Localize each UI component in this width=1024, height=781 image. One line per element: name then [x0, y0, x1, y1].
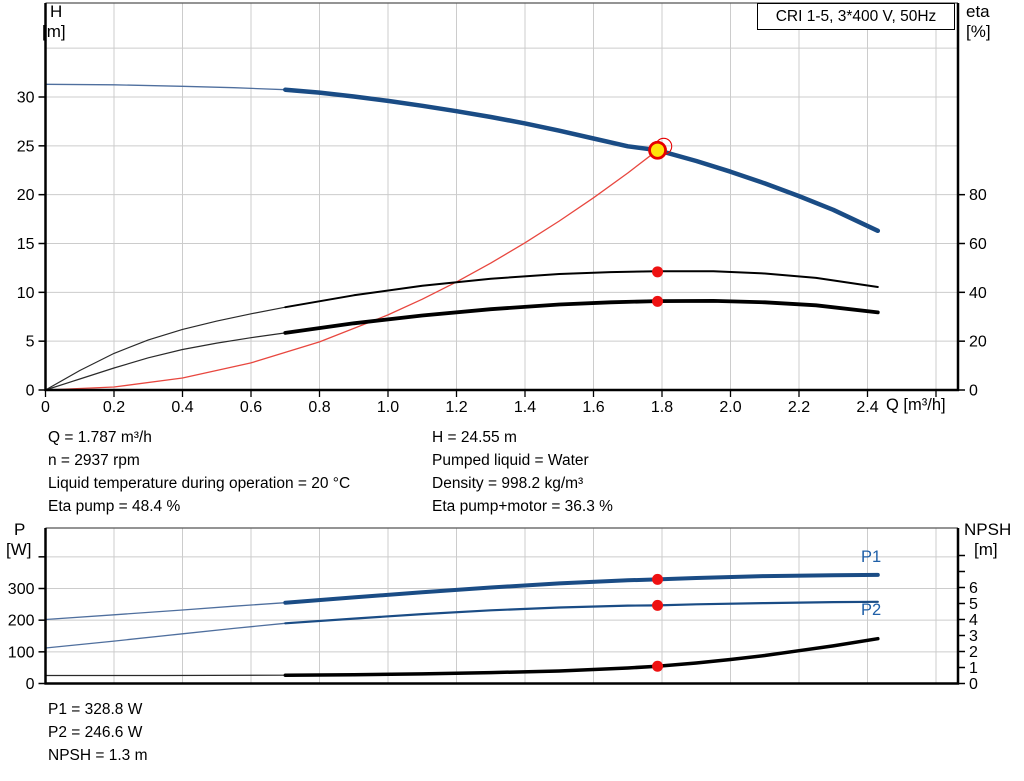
right-tick-label: 1 [969, 660, 978, 677]
info-density: Density = 998.2 kg/m³ [432, 475, 584, 492]
left-tick-label: 10 [17, 285, 35, 302]
curve-head-curve-lowflow [44, 83, 286, 91]
bottom-left-axis-title: P [14, 520, 26, 539]
bottom-right-axis-title: NPSH [964, 520, 1012, 539]
curve-npsh-curve [283, 636, 880, 677]
right-tick-label: 5 [969, 596, 978, 613]
top-right-axis-title: eta [966, 2, 990, 21]
x-tick-label: 0.2 [103, 399, 125, 416]
right-tick-label: 20 [969, 334, 987, 351]
top-left-axis-title: H [50, 2, 63, 21]
right-tick-label: 40 [969, 285, 987, 302]
p1-curve-label: P1 [861, 548, 882, 566]
left-tick-label: 15 [17, 236, 35, 253]
left-tick-label: 5 [26, 334, 35, 351]
npsh-dot [652, 660, 664, 672]
right-tick-label: 0 [969, 383, 978, 400]
x-tick-label: 2.4 [856, 399, 878, 416]
x-tick-label: 2.2 [788, 399, 810, 416]
result-p2: P2 = 246.6 W [48, 724, 143, 741]
info-q: Q = 1.787 m³/h [48, 429, 152, 446]
right-tick-label: 60 [969, 236, 987, 253]
eta-pump-dot [652, 266, 664, 278]
right-tick-label: 80 [969, 187, 987, 204]
x-tick-label: 0.6 [240, 399, 262, 416]
right-tick-label: 4 [969, 612, 978, 629]
info-eta-pump-motor: Eta pump+motor = 36.3 % [432, 498, 613, 515]
right-tick-label: 3 [969, 628, 978, 645]
curve-p2-lowflow [44, 622, 286, 649]
p2-dot [652, 599, 664, 611]
curve-system-curve [44, 149, 659, 391]
x-tick-label: 0 [41, 399, 50, 416]
duty-point [648, 140, 667, 160]
curve-eta-pump-curve [284, 270, 879, 309]
x-tick-label: 1.4 [514, 399, 536, 416]
info-temp: Liquid temperature during operation = 20… [48, 475, 351, 492]
x-tick-label: 0.4 [171, 399, 193, 416]
curve-eta-pump-lowflow [44, 306, 286, 391]
left-tick-label: 25 [17, 138, 35, 155]
x-tick-label: 1.2 [445, 399, 467, 416]
x-tick-label: 1.0 [377, 399, 399, 416]
x-tick-label: 1.6 [582, 399, 604, 416]
info-liquid: Pumped liquid = Water [432, 452, 589, 469]
left-tick-label: 200 [8, 613, 35, 630]
curve-p1-lowflow [44, 602, 286, 621]
left-tick-label: 30 [17, 89, 35, 106]
curve-head-curve [283, 87, 881, 234]
pump-type-box: CRI 1-5, 3*400 V, 50Hz [757, 3, 955, 30]
info-eta-pump: Eta pump = 48.4 % [48, 498, 181, 515]
right-tick-label: 2 [969, 644, 978, 661]
left-tick-label: 100 [8, 644, 35, 661]
p2-curve-label: P2 [861, 601, 882, 619]
curve-eta-pump-motor-lowflow [44, 332, 286, 391]
curve-eta-pump-motor-curve [283, 299, 880, 335]
p1-dot [652, 573, 664, 585]
right-tick-label: 0 [969, 676, 978, 693]
left-tick-label: 20 [17, 187, 35, 204]
result-npsh: NPSH = 1.3 m [48, 747, 148, 764]
top-right-axis-unit: [%] [966, 22, 991, 41]
top-left-axis-unit: [m] [42, 22, 66, 41]
left-tick-label: 0 [26, 383, 35, 400]
left-tick-label: 300 [8, 581, 35, 598]
x-tick-label: 1.8 [651, 399, 673, 416]
x-tick-label: 2.0 [719, 399, 741, 416]
eta-pump-motor-dot [652, 295, 664, 307]
bottom-left-axis-unit: [W] [6, 540, 32, 559]
curve-p1-curve [283, 572, 880, 605]
result-p1: P1 = 328.8 W [48, 701, 143, 718]
info-n: n = 2937 rpm [48, 452, 140, 469]
info-h: H = 24.55 m [432, 429, 517, 446]
x-tick-label: 0.8 [308, 399, 330, 416]
curve-p2-curve [284, 600, 879, 625]
bottom-right-axis-unit: [m] [974, 540, 998, 559]
right-tick-label: 6 [969, 580, 978, 597]
left-tick-label: 0 [26, 676, 35, 693]
x-axis-title: Q [m³/h] [886, 396, 946, 414]
